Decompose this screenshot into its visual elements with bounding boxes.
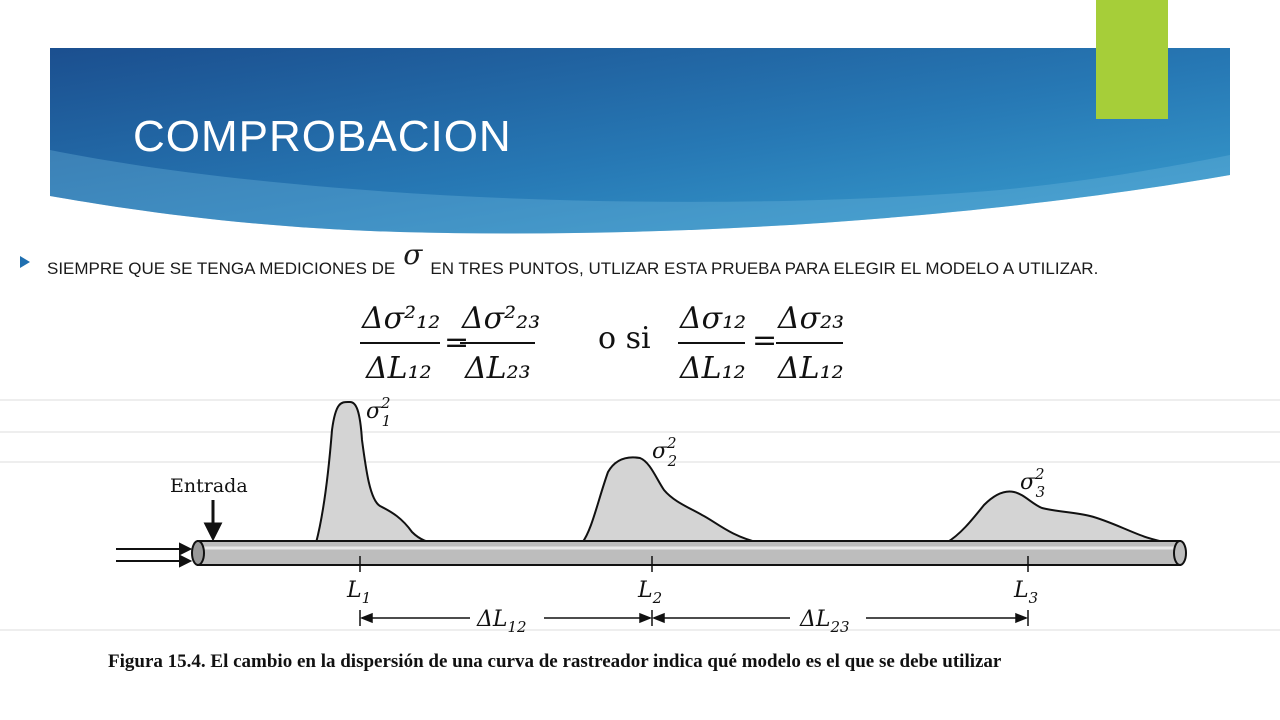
eq-rhs-numerator-2: Δσ₂₃ xyxy=(777,301,844,336)
bullet-arrow-icon xyxy=(20,256,30,268)
position-label-3: L3 xyxy=(1013,578,1038,607)
peak-3-label: σ2 3 xyxy=(1020,465,1045,501)
peak-3 xyxy=(942,490,1169,544)
sigma-symbol: σ xyxy=(403,238,423,271)
eq-connector: o si xyxy=(598,321,651,356)
eq-rhs-denominator-2: ΔL₁₂ xyxy=(777,351,844,386)
interval-labels: ΔL12 ΔL23 xyxy=(476,607,850,636)
position-label-1: L1 xyxy=(346,578,371,607)
peak-1-label: σ2 1 xyxy=(366,394,391,430)
bullet-text: SIEMPRE QUE SE TENGA MEDICIONES DE σ EN TR… xyxy=(47,241,1247,283)
eq-rhs-denominator-1: ΔL₁₂ xyxy=(679,351,746,386)
figure-caption: Figura 15.4. El cambio en la dispersión … xyxy=(108,650,1208,673)
eq-rhs-numerator-1: Δσ₁₂ xyxy=(679,301,746,336)
interval-dimensions xyxy=(359,610,1029,626)
peaks xyxy=(314,400,1169,544)
peak-2-label: σ2 2 xyxy=(652,434,677,470)
eq-equals: = xyxy=(752,323,777,358)
figure-number: Figura 15.4. xyxy=(108,651,206,672)
figure-caption-text: El cambio en la dispersión de una curva … xyxy=(210,651,1002,672)
slide-title: COMPROBACION xyxy=(133,112,512,161)
eq-mid-denominator: ΔL₂₃ xyxy=(464,351,531,386)
eq-mid-numerator: Δσ²₂₃ xyxy=(461,301,540,336)
bullet-text-before: SIEMPRE QUE SE TENGA MEDICIONES DE xyxy=(47,259,396,278)
interval-label-12: ΔL12 xyxy=(476,607,527,636)
inflow-arrows xyxy=(116,542,193,568)
equation: Δσ²₁₂ ΔL₁₂ = Δσ²₂₃ ΔL₂₃ o si Δσ₁₂ ΔL₁₂ =… xyxy=(360,301,844,386)
dispersion-figure: Δσ²₁₂ ΔL₁₂ = Δσ²₂₃ ΔL₂₃ o si Δσ₁₂ ΔL₁₂ =… xyxy=(0,301,1280,636)
peak-1 xyxy=(314,400,441,544)
eq-lhs-denominator: ΔL₁₂ xyxy=(365,351,432,386)
position-labels: L1 L2 L3 xyxy=(346,578,1038,607)
position-label-2: L2 xyxy=(637,578,662,607)
accent-bar xyxy=(1096,0,1168,119)
interval-label-23: ΔL23 xyxy=(799,607,850,636)
peak-labels: σ2 1 σ2 2 σ2 3 xyxy=(366,394,1045,501)
tube xyxy=(191,540,1187,566)
bullet-text-after: EN TRES PUNTOS, UTLIZAR ESTA PRUEBA PARA… xyxy=(430,259,1099,278)
title-banner xyxy=(50,0,1230,234)
entrada-label: Entrada xyxy=(170,475,248,497)
entrada-arrow-icon xyxy=(203,500,223,542)
eq-lhs-numerator: Δσ²₁₂ xyxy=(361,301,440,336)
peak-2 xyxy=(579,456,761,544)
position-ticks xyxy=(359,556,1029,572)
